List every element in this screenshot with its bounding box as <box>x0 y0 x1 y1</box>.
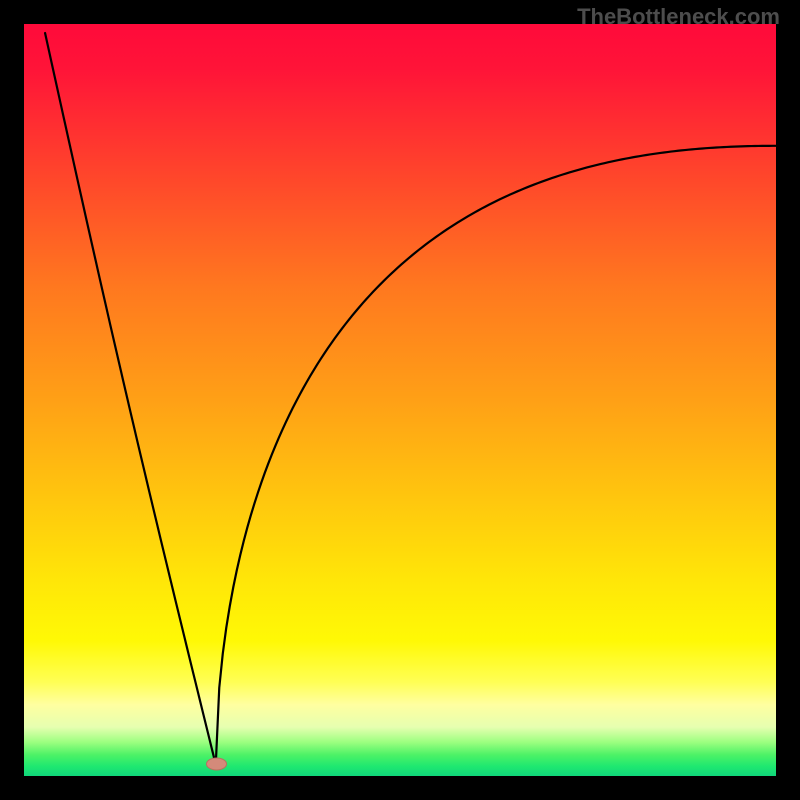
bottleneck-chart: TheBottleneck.com <box>0 0 800 800</box>
optimum-marker <box>207 758 227 770</box>
plot-area <box>24 24 776 776</box>
watermark-text: TheBottleneck.com <box>577 4 780 29</box>
